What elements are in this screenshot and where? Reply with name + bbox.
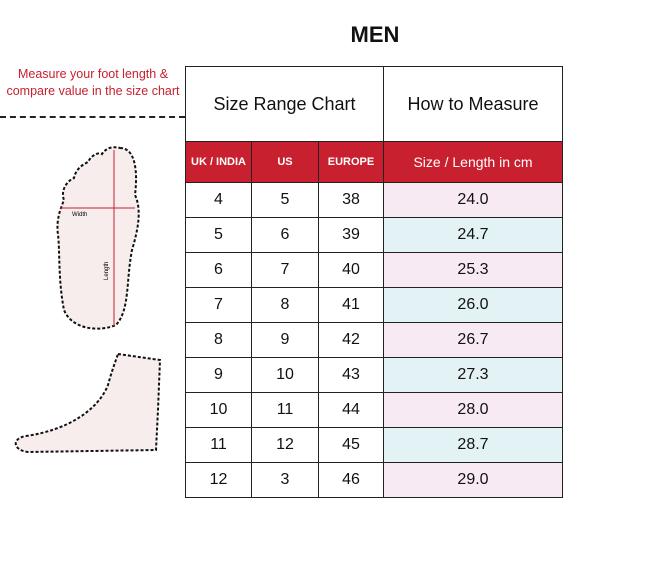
column-header: EUROPE xyxy=(318,141,384,183)
table-cell: 41 xyxy=(318,287,384,323)
table-row: 7 8 41 26.0 xyxy=(185,287,563,323)
table-cell: 24.7 xyxy=(383,217,563,253)
table-cell: 26.0 xyxy=(383,287,563,323)
table-cell: 24.0 xyxy=(383,182,563,218)
table-cell: 8 xyxy=(185,322,252,358)
table-cell: 6 xyxy=(185,252,252,288)
table-cell: 40 xyxy=(318,252,384,288)
table-cell: 4 xyxy=(185,182,252,218)
table-cell: 10 xyxy=(185,392,252,428)
table-cell: 5 xyxy=(251,182,319,218)
table-cell: 39 xyxy=(318,217,384,253)
table-cell: 11 xyxy=(185,427,252,463)
table-cell: 38 xyxy=(318,182,384,218)
size-chart-table: Size Range Chart How to Measure UK / IND… xyxy=(185,66,563,498)
table-cell: 44 xyxy=(318,392,384,428)
tab-size-range-chart[interactable]: Size Range Chart xyxy=(185,66,384,142)
table-cell: 26.7 xyxy=(383,322,563,358)
table-cell: 11 xyxy=(251,392,319,428)
foot-sole-illustration: Width Length xyxy=(56,146,140,330)
page-title: MEN xyxy=(350,22,400,47)
table-cell: 29.0 xyxy=(383,462,563,498)
length-label: Length xyxy=(104,262,110,280)
table-row: 11 12 45 28.7 xyxy=(185,427,563,463)
table-cell: 8 xyxy=(251,287,319,323)
table-cell: 7 xyxy=(251,252,319,288)
measure-instruction: Measure your foot length & compare value… xyxy=(6,67,180,98)
table-cell: 45 xyxy=(318,427,384,463)
table-cell: 28.7 xyxy=(383,427,563,463)
table-cell: 9 xyxy=(185,357,252,393)
table-row: 4 5 38 24.0 xyxy=(185,182,563,218)
dashed-divider xyxy=(0,116,185,118)
table-cell: 9 xyxy=(251,322,319,358)
foot-side-illustration xyxy=(14,352,162,454)
table-cell: 12 xyxy=(251,427,319,463)
table-cell: 3 xyxy=(251,462,319,498)
width-label: Width xyxy=(72,212,87,218)
table-row: 8 9 42 26.7 xyxy=(185,322,563,358)
table-cell: 28.0 xyxy=(383,392,563,428)
table-row: 9 10 43 27.3 xyxy=(185,357,563,393)
table-row: 12 3 46 29.0 xyxy=(185,462,563,498)
table-cell: 43 xyxy=(318,357,384,393)
table-cell: 7 xyxy=(185,287,252,323)
table-row: 6 7 40 25.3 xyxy=(185,252,563,288)
column-header: Size / Length in cm xyxy=(383,141,563,183)
table-cell: 6 xyxy=(251,217,319,253)
table-cell: 46 xyxy=(318,462,384,498)
column-header: US xyxy=(251,141,319,183)
table-cell: 12 xyxy=(185,462,252,498)
table-cell: 10 xyxy=(251,357,319,393)
table-row: 5 6 39 24.7 xyxy=(185,217,563,253)
table-cell: 42 xyxy=(318,322,384,358)
table-cell: 5 xyxy=(185,217,252,253)
tab-how-to-measure[interactable]: How to Measure xyxy=(383,66,563,142)
table-row: 10 11 44 28.0 xyxy=(185,392,563,428)
table-cell: 25.3 xyxy=(383,252,563,288)
table-cell: 27.3 xyxy=(383,357,563,393)
column-header: UK / INDIA xyxy=(185,141,252,183)
